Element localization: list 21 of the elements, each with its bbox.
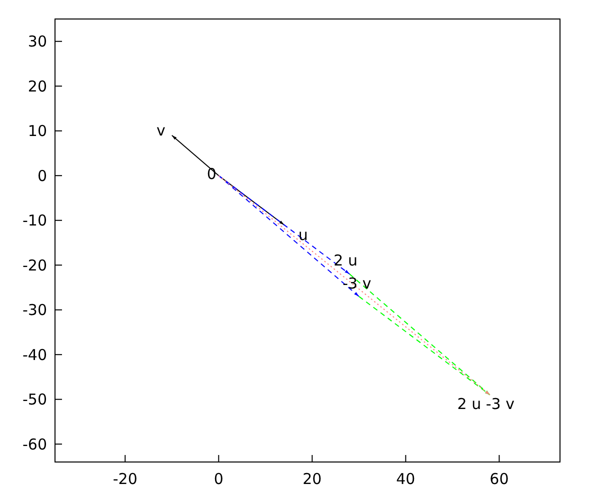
x-tick-label: -20 [112, 470, 138, 488]
y-tick-label: 0 [37, 166, 47, 185]
y-tick-label: -60 [22, 435, 47, 454]
annotation: -3 v [342, 274, 372, 293]
annotation: 0 [206, 164, 216, 183]
y-tick-label: -40 [22, 346, 47, 364]
x-tick-label: 40 [396, 470, 416, 488]
y-tick-label: 20 [28, 77, 47, 96]
y-tick-label: 10 [28, 122, 47, 140]
y-tick-label: -50 [22, 390, 47, 409]
y-tick-label: -20 [22, 256, 47, 274]
x-tick-label: 0 [214, 470, 224, 488]
y-tick-label: 30 [28, 32, 47, 51]
y-tick-label: -10 [22, 212, 47, 230]
annotation: v [156, 122, 166, 140]
annotation: 2 u -3 v [457, 395, 515, 414]
y-tick-label: -30 [22, 301, 47, 320]
x-tick-label: 20 [302, 470, 322, 488]
annotation: u [298, 226, 308, 244]
x-tick-label: 60 [490, 470, 509, 488]
annotation: 2 u [334, 251, 358, 270]
